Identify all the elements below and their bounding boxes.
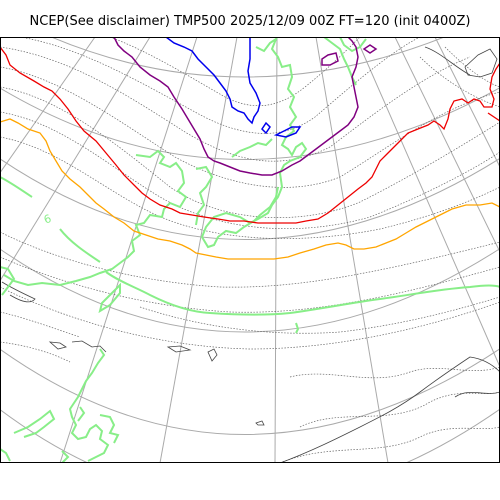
map-canvas: 6 <box>0 37 500 463</box>
blue-contour-3 <box>273 126 302 138</box>
map-frame <box>0 37 500 463</box>
red-contour <box>0 46 500 224</box>
latitude-lines <box>0 37 500 463</box>
isotherm-lines <box>0 37 500 463</box>
blue-contour-2 <box>261 121 271 135</box>
coastlines <box>1 46 500 463</box>
purple-contour <box>113 37 359 176</box>
map-title: NCEP(See disclaimer) TMP500 2025/12/09 0… <box>29 14 471 29</box>
purple-contour-2 <box>321 52 339 66</box>
green-contours <box>0 37 500 463</box>
blue-contour <box>165 37 261 125</box>
purple-contour-3 <box>362 44 378 54</box>
orange-contour <box>0 118 500 260</box>
red-contour-2 <box>487 112 500 122</box>
longitude-lines <box>0 37 500 463</box>
contour-label: 6 <box>42 212 53 227</box>
